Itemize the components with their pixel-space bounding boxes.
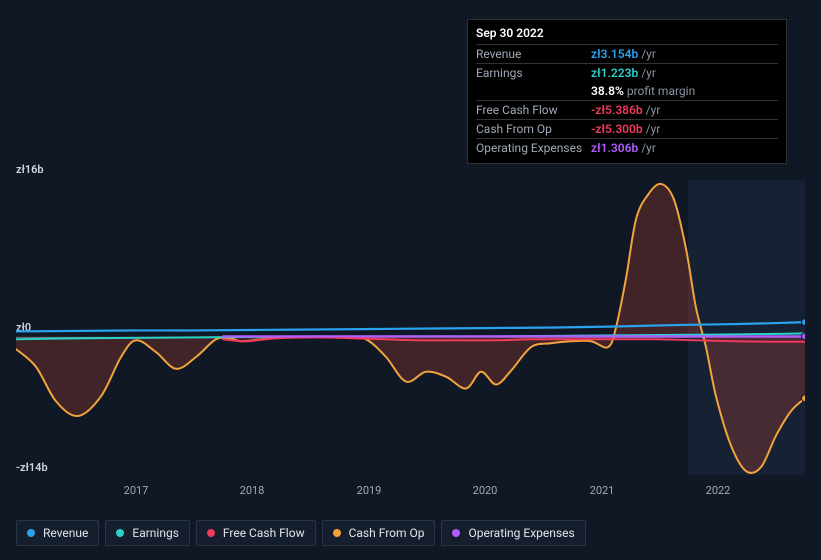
tooltip-value: -zł5.386b [591, 103, 643, 117]
legend: Revenue Earnings Free Cash Flow Cash From O… [16, 520, 586, 546]
x-tick: 2020 [473, 484, 498, 497]
x-tick: 2017 [124, 484, 149, 497]
tooltip-row: Operating Expenses zł1.306b /yr [476, 138, 778, 157]
chart-tooltip: Sep 30 2022 Revenue zł3.154b /yr Earning… [467, 19, 787, 164]
legend-swatch [27, 529, 35, 537]
legend-item-operating_expenses[interactable]: Operating Expenses [441, 520, 585, 546]
tooltip-suffix: profit margin [627, 84, 695, 98]
tooltip-date: Sep 30 2022 [476, 26, 778, 44]
legend-swatch [207, 529, 215, 537]
tooltip-suffix: /yr [646, 122, 661, 136]
tooltip-suffix: /yr [641, 141, 656, 155]
x-tick: 2019 [357, 484, 382, 497]
tooltip-label: Revenue [476, 47, 591, 61]
legend-item-revenue[interactable]: Revenue [16, 520, 99, 546]
tooltip-value: zł1.306b [591, 141, 638, 155]
legend-swatch [452, 529, 460, 537]
legend-swatch [116, 529, 124, 537]
legend-label: Operating Expenses [468, 526, 574, 540]
financial-chart [16, 180, 805, 475]
tooltip-row: Revenue zł3.154b /yr [476, 44, 778, 63]
tooltip-label: Operating Expenses [476, 141, 591, 155]
series-end-marker-revenue [802, 319, 806, 326]
tooltip-row: Free Cash Flow -zł5.386b /yr [476, 100, 778, 119]
series-end-marker-operating_expenses [802, 333, 806, 340]
x-axis-ticks: 2017 2018 2019 2020 2021 2022 [16, 484, 805, 500]
tooltip-suffix: /yr [646, 103, 661, 117]
tooltip-value: 38.8% [591, 84, 624, 98]
legend-label: Cash From Op [349, 526, 425, 540]
legend-label: Free Cash Flow [223, 526, 305, 540]
tooltip-suffix: /yr [641, 47, 656, 61]
tooltip-label: Free Cash Flow [476, 103, 591, 117]
tooltip-suffix: /yr [641, 66, 656, 80]
legend-label: Earnings [132, 526, 179, 540]
series-end-marker-cash_from_op [802, 395, 806, 402]
tooltip-value: zł3.154b [591, 47, 638, 61]
tooltip-value: zł1.223b [591, 66, 638, 80]
tooltip-row: Cash From Op -zł5.300b /yr [476, 119, 778, 138]
legend-label: Revenue [43, 526, 88, 540]
legend-item-earnings[interactable]: Earnings [105, 520, 190, 546]
tooltip-row: Earnings zł1.223b /yr [476, 63, 778, 82]
x-tick: 2018 [240, 484, 265, 497]
x-tick: 2021 [590, 484, 615, 497]
legend-item-free_cash_flow[interactable]: Free Cash Flow [196, 520, 316, 546]
tooltip-label: Earnings [476, 66, 591, 80]
legend-item-cash_from_op[interactable]: Cash From Op [322, 520, 436, 546]
y-axis-label: zł16b [16, 163, 44, 176]
tooltip-label [476, 84, 591, 98]
x-tick: 2022 [706, 484, 731, 497]
tooltip-value: -zł5.300b [591, 122, 643, 136]
tooltip-row: 38.8% profit margin [476, 82, 778, 100]
legend-swatch [333, 529, 341, 537]
tooltip-label: Cash From Op [476, 122, 591, 136]
